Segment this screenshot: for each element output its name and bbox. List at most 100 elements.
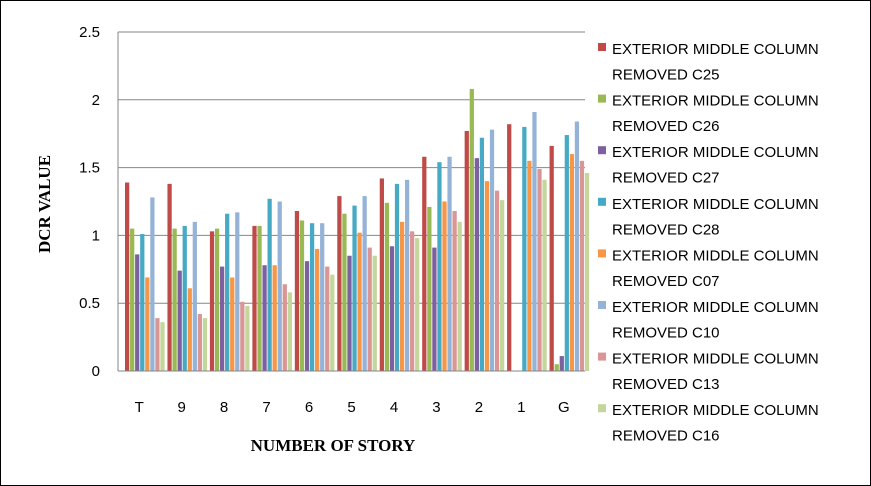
bar — [372, 255, 377, 371]
x-tick-label: 1 — [517, 399, 525, 416]
y-tick-label: 2 — [92, 92, 100, 109]
bar — [579, 160, 585, 371]
bar — [235, 212, 240, 371]
bar — [160, 322, 165, 371]
bar — [177, 270, 182, 371]
bar — [150, 197, 155, 371]
bar — [315, 248, 320, 371]
bar — [352, 205, 357, 371]
bar — [474, 158, 479, 371]
legend-label: EXTERIOR MIDDLE COLUMN REMOVED C16 — [612, 402, 819, 445]
bar — [389, 246, 395, 371]
y-tick-label: 1 — [92, 227, 100, 244]
bar — [542, 179, 547, 371]
x-axis-title: NUMBER OF STORY — [251, 436, 416, 455]
x-tick-label: 3 — [432, 399, 440, 416]
bar — [410, 231, 415, 371]
bar — [404, 179, 410, 371]
legend-swatch — [598, 146, 606, 155]
bar — [277, 201, 282, 371]
bar — [257, 225, 262, 371]
y-tick-labels: 0 0.5 1 1.5 2 2.5 — [79, 24, 100, 380]
bar — [342, 213, 347, 371]
bar — [294, 210, 300, 371]
bar — [415, 238, 420, 371]
bar — [584, 173, 590, 371]
bar — [437, 162, 442, 371]
bar — [304, 261, 310, 371]
bar — [230, 277, 235, 371]
bar — [452, 210, 457, 371]
legend-swatch — [598, 352, 606, 361]
bar — [564, 135, 569, 371]
bar — [537, 168, 542, 371]
bar — [240, 301, 245, 371]
bar — [527, 160, 532, 371]
legend-swatch — [598, 197, 606, 206]
bar — [245, 305, 250, 371]
x-tick-label: T — [135, 399, 144, 416]
bar — [187, 288, 192, 371]
bar — [574, 121, 580, 371]
legend-label: EXTERIOR MIDDLE COLUMN REMOVED C10 — [612, 299, 819, 342]
bar — [209, 231, 215, 371]
bar — [299, 220, 305, 371]
bar — [192, 221, 197, 371]
bar — [225, 213, 230, 371]
bar — [337, 196, 342, 371]
bar — [155, 318, 160, 371]
bar — [347, 255, 352, 371]
bar — [427, 206, 432, 371]
bar — [320, 223, 325, 371]
bar — [484, 181, 490, 371]
x-tick-label: 6 — [305, 399, 313, 416]
bar — [357, 232, 362, 371]
bar — [549, 145, 554, 371]
bars — [125, 88, 590, 372]
legend-label: EXTERIOR MIDDLE COLUMN REMOVED C28 — [612, 196, 819, 239]
x-tick-label: G — [558, 399, 570, 416]
legend-swatch — [598, 249, 606, 258]
bar — [325, 266, 330, 371]
legend-label: EXTERIOR MIDDLE COLUMN REMOVED C07 — [612, 247, 819, 290]
y-tick-label: 1.5 — [79, 160, 100, 177]
y-axis-title: DCR VALUE — [35, 155, 54, 253]
bar — [145, 277, 150, 371]
bar — [379, 178, 384, 371]
bar — [362, 196, 367, 371]
bar — [367, 247, 372, 371]
bar — [202, 318, 208, 371]
bar — [559, 356, 564, 371]
bar — [182, 225, 187, 371]
x-tick-label: 4 — [390, 399, 398, 416]
bar — [489, 129, 495, 371]
x-tick-labels: T 9 8 7 6 5 4 3 2 1 G — [135, 399, 570, 416]
bar — [394, 183, 400, 371]
bar — [167, 183, 172, 371]
legend-label: EXTERIOR MIDDLE COLUMN REMOVED C25 — [612, 41, 819, 84]
legend-label: EXTERIOR MIDDLE COLUMN REMOVED C13 — [612, 351, 819, 394]
legend-swatch — [598, 404, 606, 413]
bar — [252, 225, 257, 371]
legend-label: EXTERIOR MIDDLE COLUMN REMOVED C26 — [612, 93, 819, 136]
x-tick-label: 9 — [178, 399, 186, 416]
bar — [499, 200, 505, 371]
bar — [447, 156, 452, 371]
bar — [494, 190, 500, 371]
bar — [432, 247, 437, 371]
legend-swatch — [598, 301, 606, 309]
bar — [140, 234, 145, 371]
bar — [464, 130, 469, 371]
bar — [172, 228, 177, 371]
bar — [272, 265, 277, 371]
legend: EXTERIOR MIDDLE COLUMN REMOVED C25 EXTERIO… — [598, 41, 819, 445]
bar — [282, 284, 287, 371]
bar — [479, 137, 485, 371]
bar — [135, 254, 140, 371]
bar — [262, 265, 267, 371]
bar — [220, 266, 225, 371]
y-tick-label: 0 — [92, 363, 100, 380]
bar — [422, 156, 427, 371]
